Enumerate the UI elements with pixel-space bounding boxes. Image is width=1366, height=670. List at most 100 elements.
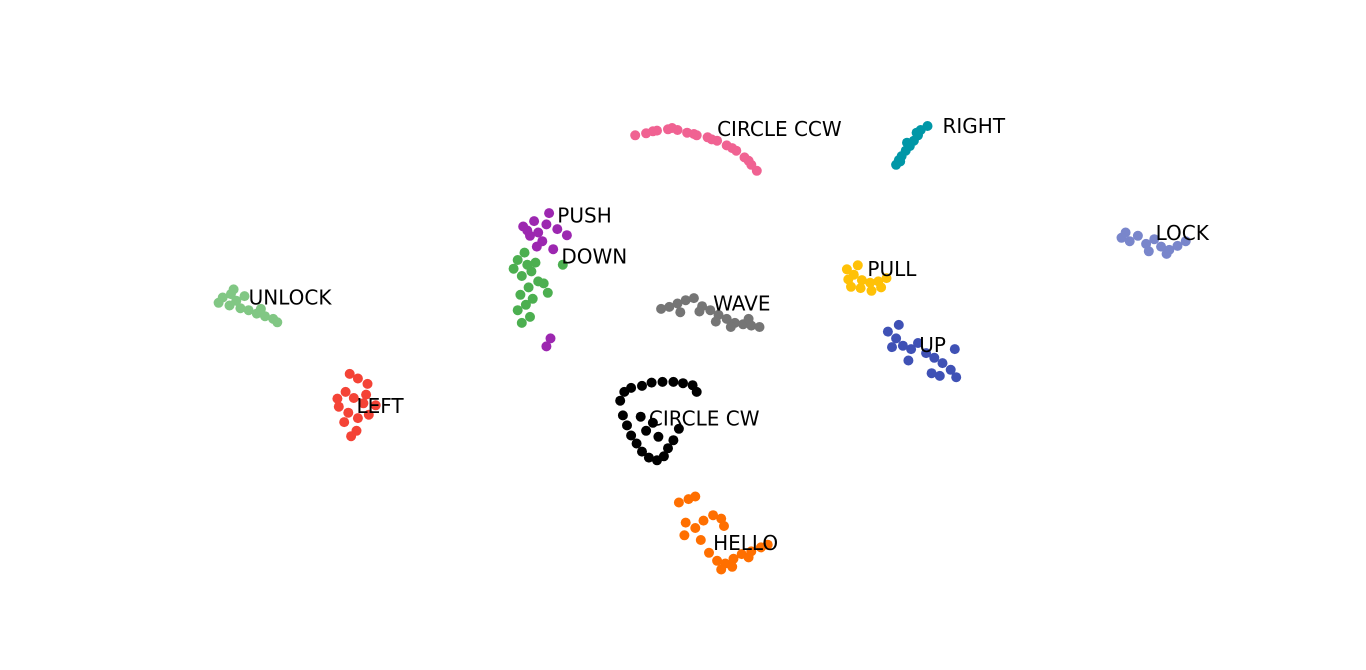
point-circle-cw — [657, 376, 668, 387]
point-wave — [754, 322, 765, 332]
point-hello — [708, 510, 719, 521]
point-up — [949, 344, 960, 355]
point-wave — [688, 293, 699, 304]
point-wave — [705, 305, 716, 316]
point-hello — [716, 564, 727, 575]
point-hello — [680, 517, 691, 528]
point-down — [525, 311, 535, 322]
series-left — [332, 368, 381, 442]
point-down — [519, 247, 530, 258]
point-down — [530, 257, 541, 268]
point-circle-cw — [626, 382, 637, 393]
point-lock — [1132, 230, 1143, 241]
point-wave — [672, 298, 683, 309]
point-unlock — [260, 311, 270, 322]
point-hello — [728, 553, 739, 564]
point-left — [339, 417, 350, 428]
point-lock — [1143, 246, 1154, 257]
point-circle-ccw — [706, 134, 717, 145]
point-left — [348, 393, 359, 403]
point-down — [557, 259, 568, 270]
point-unlock — [213, 297, 224, 308]
point-up — [887, 342, 897, 353]
point-left — [363, 409, 374, 420]
point-lock — [1180, 236, 1191, 247]
point-wave — [680, 295, 691, 306]
point-up — [893, 319, 904, 330]
point-right — [895, 156, 906, 167]
point-circle-cw — [637, 446, 647, 457]
point-left — [343, 407, 354, 418]
point-down — [520, 299, 531, 310]
label-down: DOWN — [561, 244, 627, 268]
point-push — [531, 241, 542, 252]
series-hello — [673, 491, 773, 575]
point-circle-cw — [668, 376, 679, 387]
labels-layer: CIRCLE CCW RIGHT PUSH DOWN UNLOCK LOCK PULL WAV… — [249, 114, 1210, 555]
point-circle-cw — [658, 451, 669, 462]
point-lock — [1156, 241, 1167, 252]
point-left — [370, 400, 381, 411]
point-unlock — [228, 284, 239, 295]
point-circle-ccw — [727, 143, 738, 154]
point-circle-cw — [668, 435, 679, 446]
point-circle-cw — [673, 423, 684, 434]
point-circle-cw — [631, 438, 642, 449]
point-push — [529, 216, 540, 227]
point-circle-cw — [653, 431, 664, 442]
point-pull — [843, 274, 854, 285]
point-left — [362, 378, 373, 389]
point-unlock — [255, 303, 266, 314]
point-circle-cw — [626, 430, 637, 441]
point-left — [361, 389, 372, 400]
point-hello — [762, 539, 773, 550]
point-pull — [852, 260, 863, 271]
point-pull — [855, 283, 866, 294]
label-left: LEFT — [357, 394, 405, 418]
point-push — [552, 224, 563, 235]
series-pull — [841, 260, 892, 296]
point-hello — [698, 515, 709, 526]
label-hello: HELLO — [713, 531, 778, 555]
point-down — [516, 317, 527, 328]
point-circle-cw — [622, 420, 632, 431]
point-wave — [725, 322, 736, 332]
point-up — [945, 364, 956, 375]
point-down — [538, 278, 549, 289]
label-circle-ccw: CIRCLE CCW — [717, 117, 842, 141]
point-up — [882, 326, 893, 337]
point-left — [333, 401, 344, 412]
point-up — [903, 355, 914, 366]
point-up — [937, 358, 948, 369]
point-push — [544, 208, 555, 219]
point-left — [344, 368, 355, 379]
series-unlock — [213, 284, 283, 328]
point-right — [911, 127, 922, 138]
series-wave — [656, 293, 765, 332]
point-down — [512, 305, 523, 316]
label-lock: LOCK — [1156, 221, 1210, 245]
series-down — [508, 247, 568, 328]
point-circle-cw — [617, 410, 628, 421]
point-left — [332, 393, 343, 404]
point-circle-cw — [641, 425, 652, 436]
point-circle-ccw — [751, 165, 762, 176]
point-circle-ccw — [688, 129, 699, 139]
point-lock — [1124, 236, 1135, 247]
label-right: RIGHT — [943, 114, 1006, 138]
point-hello — [727, 561, 738, 572]
point-hello — [743, 552, 754, 563]
point-circle-cw — [635, 411, 646, 422]
point-circle-cw — [663, 443, 673, 454]
series-circle-cw — [615, 376, 702, 466]
label-push: PUSH — [557, 204, 611, 228]
point-down — [515, 289, 526, 300]
point-pull — [865, 277, 876, 288]
series-up — [882, 319, 962, 383]
point-unlock — [235, 303, 246, 314]
point-circle-ccw — [647, 126, 658, 137]
point-circle-ccw — [630, 130, 641, 141]
label-pull: PULL — [867, 257, 917, 281]
point-push — [533, 227, 544, 238]
